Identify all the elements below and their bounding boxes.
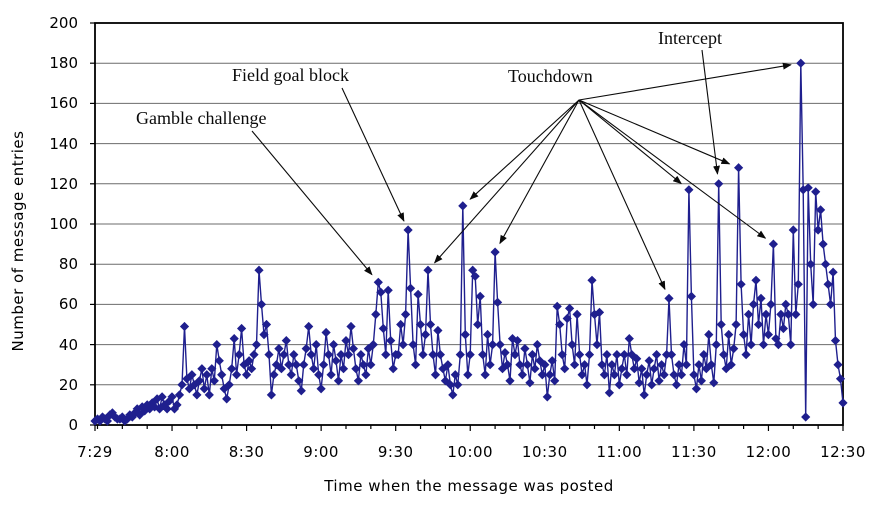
y-tick-label: 80 <box>58 255 78 274</box>
y-tick-label: 60 <box>58 295 78 314</box>
y-tick-label: 100 <box>49 215 78 233</box>
annotation-arrows <box>251 49 792 291</box>
arrow-touchdown <box>578 99 682 185</box>
annotation-label-intercept: Intercept <box>658 28 722 48</box>
arrow-touchdown <box>578 99 767 239</box>
y-tick-label: 160 <box>49 94 78 113</box>
x-tick-label: 11:00 <box>596 443 643 461</box>
arrow-field-goal-block <box>341 87 405 222</box>
arrow-touchdown <box>578 99 666 291</box>
arrow-touchdown <box>578 99 731 165</box>
arrow-intercept <box>701 49 720 175</box>
y-axis-title: Number of message entries <box>9 130 27 352</box>
x-tick-label: 10:30 <box>521 443 568 461</box>
y-tick-label: 140 <box>49 134 78 153</box>
x-tick-label: 12:30 <box>820 443 866 461</box>
axis-ticks <box>90 22 844 431</box>
x-tick-label: 9:00 <box>303 443 339 461</box>
annotation-label-touchdown: Touchdown <box>508 66 593 86</box>
arrow-touchdown <box>433 99 580 264</box>
annotation-label-gamble-challenge: Gamble challenge <box>136 108 267 128</box>
arrow-touchdown <box>578 62 792 101</box>
annotation-label-field-goal-block: Field goal block <box>232 65 349 85</box>
x-axis-title: Time when the message was posted <box>324 477 614 495</box>
x-tick-label: 10:00 <box>447 443 494 461</box>
arrow-gamble-challenge <box>251 130 373 276</box>
x-tick-label: 11:30 <box>671 443 717 461</box>
x-tick-label: 9:30 <box>377 443 414 461</box>
y-tick-label: 120 <box>49 174 78 193</box>
x-tick-label: 8:00 <box>154 443 190 461</box>
x-tick-label: 7:29 <box>77 443 113 461</box>
y-tick-label: 200 <box>49 14 78 32</box>
y-tick-label: 40 <box>58 335 78 354</box>
y-tick-label: 20 <box>58 375 78 394</box>
y-tick-label: 180 <box>49 54 78 73</box>
x-tick-label: 12:00 <box>745 443 792 461</box>
arrow-touchdown <box>499 99 580 245</box>
y-tick-label: 0 <box>68 416 78 434</box>
data-series-markers <box>90 58 848 426</box>
arrow-touchdown <box>469 99 580 200</box>
x-tick-label: 8:30 <box>228 443 265 461</box>
